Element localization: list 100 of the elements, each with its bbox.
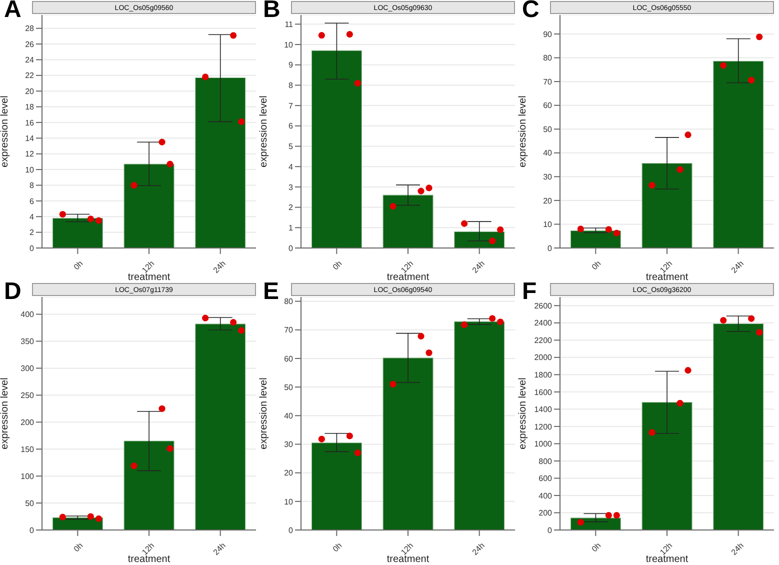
y-tick-label: 14 bbox=[25, 134, 35, 144]
x-tick-label: 12h bbox=[658, 541, 674, 557]
y-tick-label: 800 bbox=[538, 456, 553, 466]
y-tick-label: 50 bbox=[284, 382, 294, 392]
bar bbox=[52, 218, 103, 248]
y-tick-label: 300 bbox=[20, 364, 35, 374]
x-tick-label: 12h bbox=[140, 541, 156, 557]
y-tick-label: 0 bbox=[30, 526, 35, 535]
bar bbox=[382, 358, 434, 530]
y-tick-label: 2200 bbox=[534, 336, 553, 345]
text: F bbox=[522, 278, 537, 305]
y-tick-label: 30 bbox=[543, 172, 553, 182]
y-tick-label: 200 bbox=[20, 418, 35, 427]
bar bbox=[642, 163, 692, 248]
y-tick-label: 90 bbox=[543, 30, 553, 39]
y-tick-label: 11 bbox=[284, 20, 294, 29]
y-axis-title: expression level bbox=[258, 378, 270, 450]
x-tick-label: 24h bbox=[730, 259, 746, 275]
x-tick-label: 24h bbox=[470, 541, 486, 557]
y-tick-label: 0 bbox=[288, 244, 294, 253]
y-tick-label: 24 bbox=[25, 56, 35, 65]
y-tick-label: 70 bbox=[284, 326, 294, 335]
text: D bbox=[4, 278, 22, 306]
y-tick-label: 10 bbox=[543, 220, 553, 230]
y-tick-label: 80 bbox=[543, 54, 553, 63]
y-tick-label: 50 bbox=[25, 498, 35, 508]
y-tick-label: 2600 bbox=[534, 301, 553, 310]
x-axis-title: treatment bbox=[128, 272, 170, 283]
x-axis-title: treatment bbox=[128, 554, 170, 565]
y-tick-label: 20 bbox=[25, 86, 35, 96]
y-tick-label: 60 bbox=[543, 101, 553, 110]
text: B bbox=[263, 0, 280, 24]
x-tick-label: 0h bbox=[590, 259, 603, 272]
y-tick-label: 0 bbox=[548, 244, 553, 253]
y-tick-label: 40 bbox=[284, 411, 294, 420]
x-tick-label: 12h bbox=[399, 259, 416, 275]
y-tick-label: 200 bbox=[538, 508, 553, 518]
y-tick-label: 150 bbox=[20, 444, 35, 454]
y-tick-label: 8 bbox=[288, 81, 294, 90]
y-tick-label: 1400 bbox=[534, 405, 553, 414]
x-tick-label: 24h bbox=[212, 541, 228, 557]
text: A bbox=[4, 0, 22, 24]
y-tick-label: 80 bbox=[284, 297, 294, 306]
y-tick-label: 10 bbox=[284, 40, 294, 50]
y-tick-label: 22 bbox=[25, 71, 35, 80]
bar bbox=[124, 440, 174, 530]
y-tick-label: 600 bbox=[538, 474, 553, 484]
y-tick-label: 2000 bbox=[534, 353, 553, 362]
bar bbox=[570, 518, 621, 530]
x-tick-label: 0h bbox=[72, 259, 85, 272]
y-tick-label: 70 bbox=[543, 77, 553, 86]
x-axis-title: treatment bbox=[386, 554, 430, 565]
bar bbox=[311, 50, 362, 248]
y-tick-label: 6 bbox=[30, 196, 35, 206]
y-tick-label: 28 bbox=[25, 24, 35, 34]
y-tick-label: 4 bbox=[288, 162, 294, 172]
x-axis-title: treatment bbox=[646, 272, 688, 283]
bar bbox=[195, 324, 246, 530]
y-tick-label: 5 bbox=[288, 142, 294, 152]
x-axis-title: treatment bbox=[386, 272, 430, 283]
y-tick-label: 10 bbox=[284, 497, 294, 506]
y-tick-label: 2 bbox=[288, 203, 294, 212]
bar bbox=[311, 442, 362, 530]
x-tick-label: 0h bbox=[72, 541, 85, 554]
y-tick-label: 2400 bbox=[534, 318, 553, 328]
bar bbox=[382, 194, 434, 248]
bar bbox=[713, 60, 764, 248]
y-tick-label: 10 bbox=[25, 165, 35, 174]
y-tick-label: 3 bbox=[288, 182, 294, 192]
text: C bbox=[522, 0, 540, 24]
y-tick-label: 400 bbox=[538, 491, 553, 500]
x-tick-label: 12h bbox=[658, 259, 674, 275]
y-tick-label: 4 bbox=[30, 212, 35, 222]
y-tick-label: 16 bbox=[25, 118, 35, 128]
y-tick-label: 1 bbox=[288, 223, 294, 232]
y-tick-label: 40 bbox=[543, 148, 553, 158]
y-tick-label: 12 bbox=[25, 150, 35, 159]
y-tick-label: 1000 bbox=[534, 440, 553, 449]
x-tick-label: 12h bbox=[399, 541, 416, 557]
y-tick-label: 1600 bbox=[534, 388, 553, 397]
y-tick-label: 250 bbox=[20, 391, 35, 400]
y-tick-label: 6 bbox=[288, 122, 294, 131]
bar bbox=[713, 323, 764, 530]
bar bbox=[454, 231, 505, 248]
y-tick-label: 8 bbox=[30, 181, 35, 190]
bar bbox=[570, 230, 621, 248]
y-axis-title: expression level bbox=[258, 96, 270, 168]
y-tick-label: 0 bbox=[288, 526, 294, 535]
x-tick-label: 0h bbox=[331, 541, 344, 554]
y-axis-title: expression level bbox=[518, 96, 529, 168]
y-tick-label: 7 bbox=[288, 101, 294, 110]
y-tick-label: 60 bbox=[284, 354, 294, 364]
x-tick-label: 0h bbox=[331, 259, 344, 272]
x-tick-label: 24h bbox=[730, 541, 746, 557]
bar bbox=[195, 77, 246, 248]
y-tick-label: 350 bbox=[20, 337, 35, 346]
y-tick-label: 9 bbox=[288, 60, 294, 70]
y-axis-title: expression level bbox=[0, 378, 11, 450]
y-tick-label: 400 bbox=[20, 310, 35, 320]
y-tick-label: 26 bbox=[25, 40, 35, 49]
